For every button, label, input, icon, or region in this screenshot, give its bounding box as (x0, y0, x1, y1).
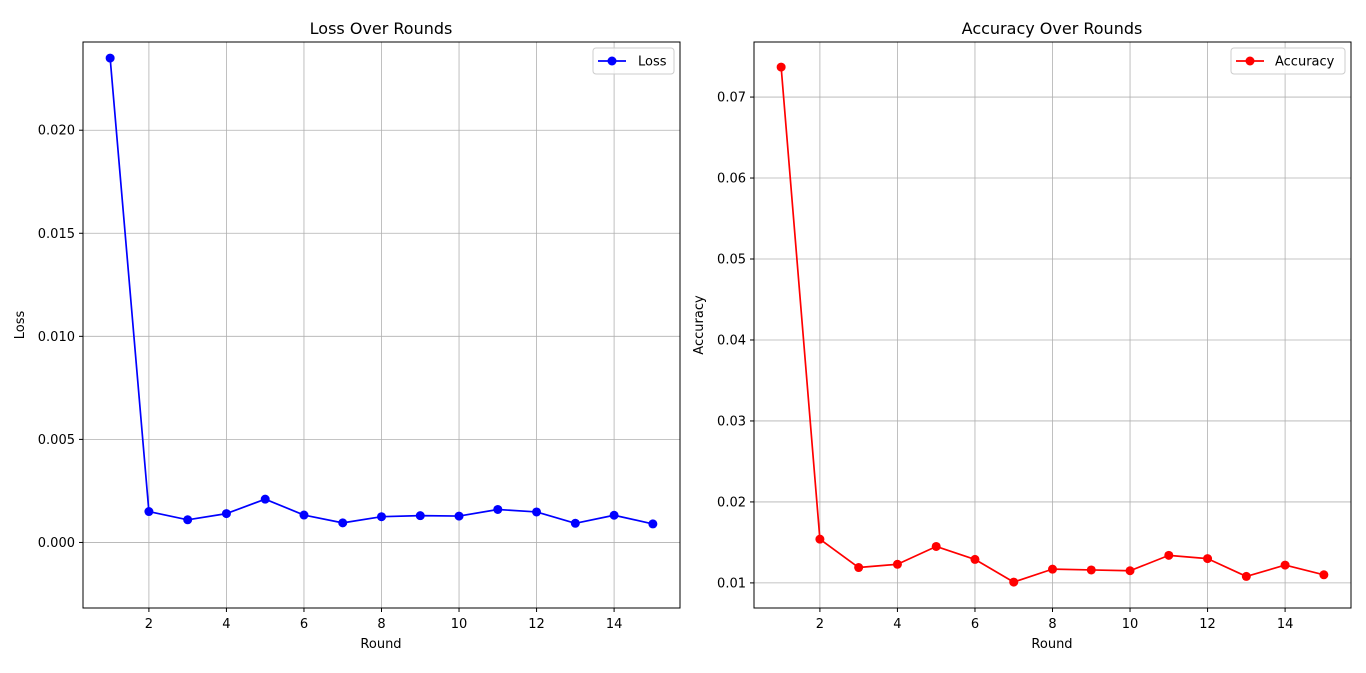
accuracy-chart-x-axis-label: Round (1031, 637, 1072, 652)
loss-chart-x-axis-label: Round (360, 637, 401, 652)
loss-data-point (532, 507, 542, 517)
loss-legend-marker (607, 56, 617, 66)
accuracy-data-point (1086, 565, 1096, 575)
accuracy-data-point (1319, 570, 1329, 580)
accuracy-x-tick-label: 2 (816, 617, 824, 632)
accuracy-x-tick-label: 4 (893, 617, 901, 632)
loss-data-point (299, 510, 309, 520)
loss-legend-box (592, 47, 675, 75)
loss-data-point (144, 507, 154, 517)
loss-plot-area: 2 4 6 8 10 12 14 0.000 0.005 0.010 0.015 0.020 (38, 41, 681, 632)
accuracy-plot-area: 2 4 6 8 10 12 14 0.01 0.02 0.03 0.04 0.05 0.06 0.07 (717, 41, 1352, 632)
accuracy-y-tick-label: 0.01 (717, 576, 746, 591)
loss-y-tick-label: 0.000 (38, 536, 75, 551)
loss-data-point (183, 515, 193, 525)
loss-data-point (338, 518, 348, 528)
accuracy-x-tick-label: 14 (1277, 617, 1294, 632)
loss-x-tick-label: 10 (451, 617, 468, 632)
loss-data-point (260, 494, 270, 504)
loss-x-tick-label: 2 (145, 617, 153, 632)
accuracy-chart-y-axis-label: Accuracy (692, 295, 707, 355)
accuracy-y-tick-label: 0.02 (717, 495, 746, 510)
loss-data-point (570, 518, 580, 528)
loss-data-point (493, 504, 503, 514)
loss-y-tick-label: 0.015 (38, 227, 75, 242)
loss-x-tick-label: 6 (300, 617, 308, 632)
loss-x-tick-label: 4 (222, 617, 230, 632)
accuracy-data-point (1280, 560, 1290, 570)
accuracy-x-tick-label: 10 (1122, 617, 1139, 632)
accuracy-x-tick-label: 6 (971, 617, 979, 632)
accuracy-data-point (815, 534, 825, 544)
loss-y-tick-label: 0.020 (38, 124, 75, 139)
loss-data-point (377, 512, 386, 522)
loss-data-point (105, 53, 115, 63)
accuracy-data-point (1241, 571, 1251, 581)
loss-chart-y-axis-label: Loss (13, 311, 28, 340)
loss-x-tick-label: 8 (377, 617, 385, 632)
loss-x-tick-label: 12 (528, 617, 545, 632)
accuracy-data-point (1048, 564, 1057, 574)
loss-chart: Loss Over Rounds Round Loss 2 4 6 8 10 12 14 0.… (13, 19, 681, 652)
accuracy-data-point (1164, 550, 1174, 560)
accuracy-chart: Accuracy Over Rounds Round Accuracy 2 4 6 8… (692, 19, 1352, 652)
accuracy-y-tick-label: 0.03 (717, 414, 746, 429)
accuracy-data-point (1125, 566, 1135, 576)
accuracy-legend-box (1230, 47, 1346, 75)
loss-legend: Loss (592, 47, 675, 75)
accuracy-legend: Accuracy (1230, 47, 1346, 75)
accuracy-y-tick-label: 0.05 (717, 253, 746, 268)
loss-y-tick-label: 0.005 (38, 433, 75, 448)
loss-data-point (609, 510, 619, 520)
loss-data-point (648, 519, 658, 529)
loss-data-point (221, 509, 231, 519)
loss-y-tick-label: 0.010 (38, 330, 75, 345)
accuracy-data-point (892, 559, 902, 569)
accuracy-x-tick-label: 12 (1199, 617, 1216, 632)
accuracy-x-tick-label: 8 (1048, 617, 1056, 632)
accuracy-chart-title: Accuracy Over Rounds (962, 19, 1143, 38)
accuracy-y-tick-label: 0.04 (717, 333, 746, 348)
loss-x-tick-label: 14 (606, 617, 623, 632)
accuracy-data-point (1203, 554, 1213, 564)
accuracy-data-point (1009, 577, 1019, 587)
loss-chart-title: Loss Over Rounds (310, 19, 453, 38)
accuracy-data-point (970, 554, 980, 564)
accuracy-data-point (854, 563, 864, 573)
accuracy-legend-marker (1245, 56, 1255, 66)
loss-legend-label: Loss (638, 55, 667, 70)
accuracy-y-tick-label: 0.06 (717, 172, 746, 187)
loss-data-point (415, 511, 425, 521)
accuracy-y-tick-label: 0.07 (717, 91, 746, 106)
accuracy-legend-label: Accuracy (1275, 55, 1335, 70)
accuracy-data-point (931, 541, 941, 551)
loss-data-point (454, 511, 464, 521)
accuracy-data-point (776, 62, 786, 72)
